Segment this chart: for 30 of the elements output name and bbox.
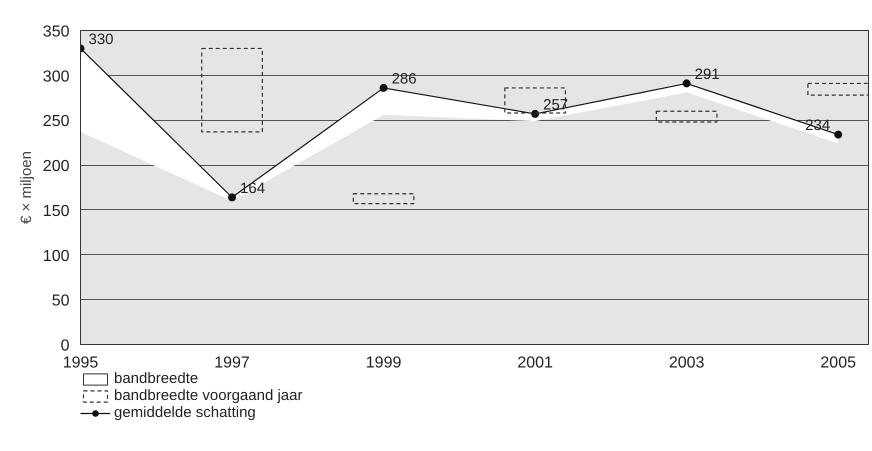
y-tick-label: 350	[42, 24, 70, 40]
point	[531, 110, 540, 118]
y-axis-title: € × miljoen	[18, 151, 35, 224]
point	[682, 79, 691, 88]
data-label: 257	[543, 96, 568, 114]
text: bandbreedte	[114, 370, 198, 387]
bar	[656, 110, 718, 123]
data-label: 164	[240, 180, 266, 197]
x-tick-label: 2003	[668, 354, 705, 372]
legend-label: bandbreedte voorgaand jaar	[114, 387, 302, 404]
x-tick-label: 1999	[366, 354, 402, 372]
y-tick-label: 150	[42, 202, 70, 220]
point	[228, 193, 236, 202]
x-tick-label: 1995	[62, 354, 98, 372]
y-tick-label: 200	[42, 158, 70, 176]
point	[834, 130, 842, 139]
point	[380, 84, 388, 92]
y-tick-label: 300	[42, 68, 70, 86]
x-tick-label: 2005	[820, 354, 856, 372]
y-tick-label: 100	[42, 248, 70, 265]
bar	[201, 48, 263, 132]
legend-label: gemiddelde schatting	[114, 404, 256, 421]
data-label: 330	[88, 30, 114, 48]
bar	[504, 87, 566, 114]
y-tick-label: 50	[52, 292, 70, 310]
bar	[352, 193, 414, 204]
x-tick-label: 1997	[214, 354, 250, 372]
x-tick-label: 2001	[517, 354, 554, 372]
y-tick-label: 0	[60, 338, 70, 354]
y-tick-label: 250	[42, 113, 70, 130]
